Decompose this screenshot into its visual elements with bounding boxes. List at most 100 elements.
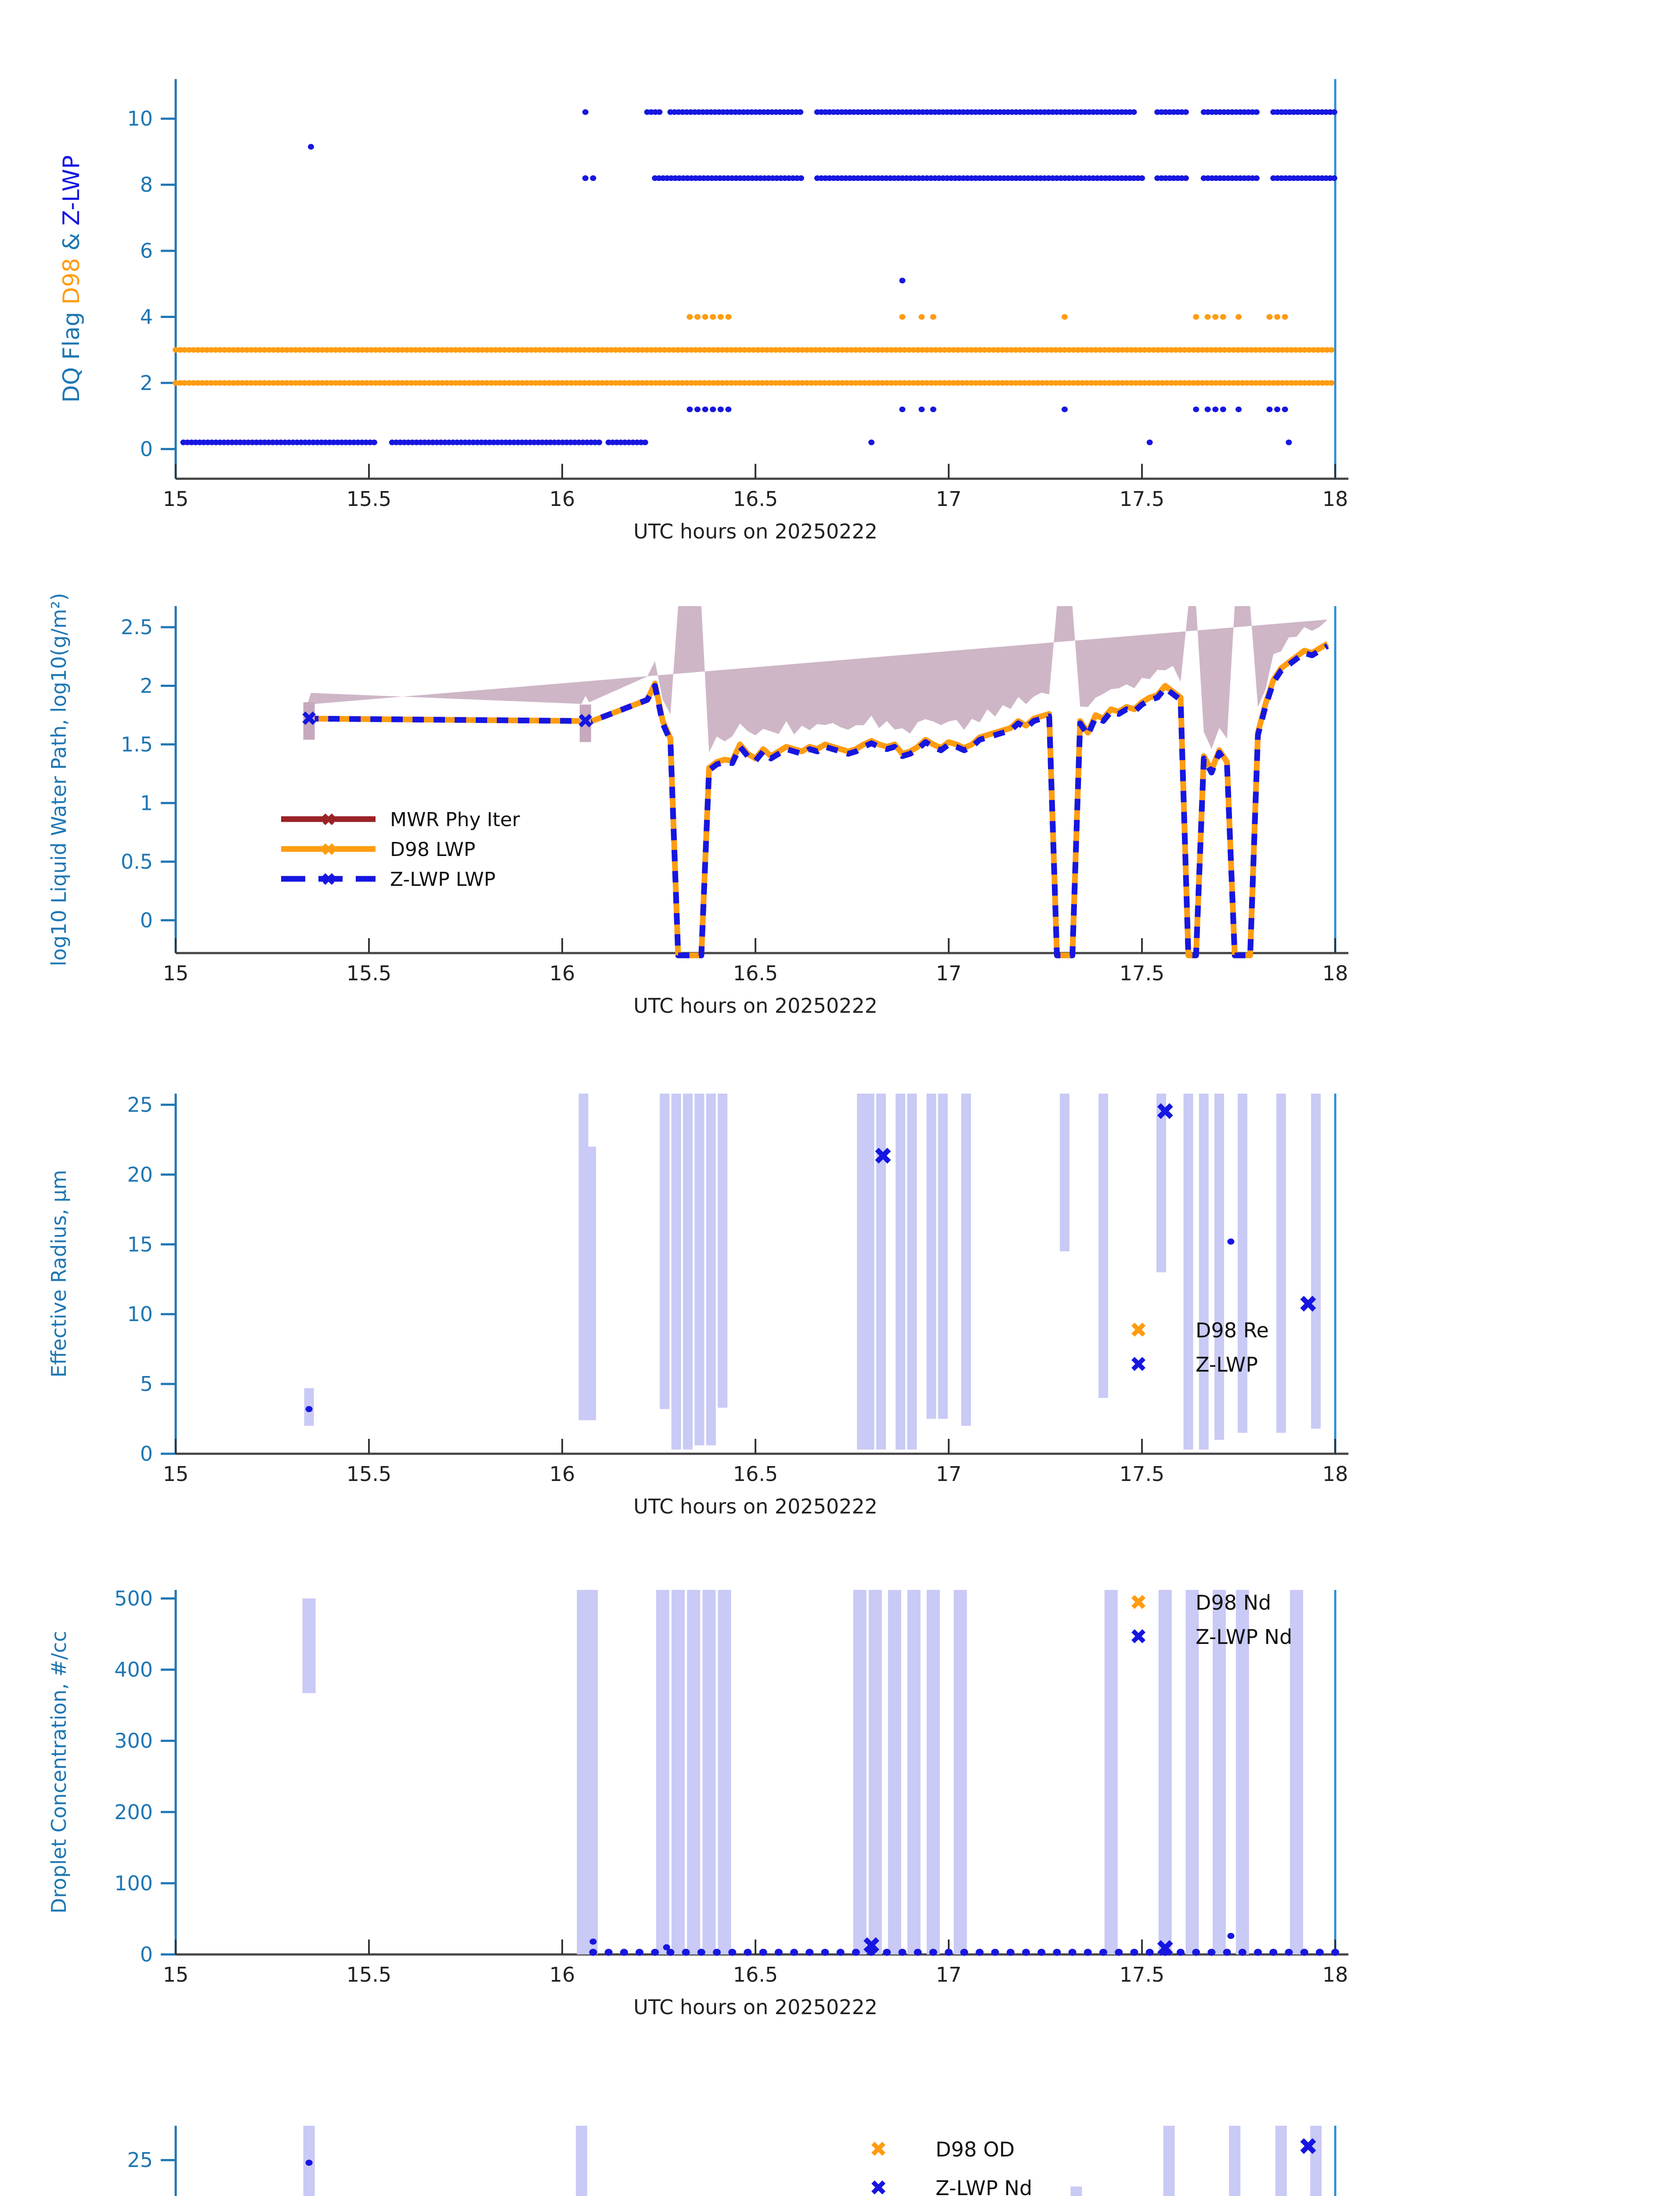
x-tick-label: 17.5 [1120, 961, 1164, 985]
y-tick-label: 2.5 [121, 615, 153, 639]
data-point [1084, 1949, 1092, 1956]
flag-marker [1150, 347, 1157, 353]
flag-marker [763, 347, 770, 353]
data-marker [589, 1938, 597, 1945]
flag-marker [686, 314, 693, 320]
flag-marker [479, 347, 486, 353]
uncertainty-band [1214, 1094, 1224, 1440]
flag-marker [844, 347, 850, 353]
flag-marker [630, 347, 637, 353]
uncertainty-band [683, 1094, 693, 1450]
flag-marker [1066, 380, 1073, 386]
flag-marker [354, 380, 361, 386]
flag-marker [906, 380, 912, 386]
flag-marker [1306, 347, 1312, 353]
flag-marker [728, 347, 734, 353]
data-point [1115, 1949, 1123, 1956]
flag-marker [870, 347, 877, 353]
flag-marker [1261, 347, 1268, 353]
data-point [682, 1949, 690, 1956]
flag-marker [866, 380, 872, 386]
flag-marker [901, 347, 908, 353]
flag-marker [1319, 380, 1326, 386]
flag-marker [630, 380, 637, 386]
flag-marker [804, 347, 810, 353]
flag-marker [652, 347, 659, 353]
flag-marker [1039, 380, 1046, 386]
flag-marker [1181, 380, 1188, 386]
flag-marker [830, 347, 837, 353]
x-tick-label: 16.5 [733, 487, 778, 511]
flag-marker [452, 347, 459, 353]
flag-marker [897, 380, 903, 386]
uncertainty-band [868, 1590, 882, 1954]
flag-marker [319, 380, 325, 386]
uncertainty-band [656, 1590, 669, 1954]
flag-marker [679, 347, 686, 353]
flag-marker [919, 380, 926, 386]
flag-marker [270, 380, 277, 386]
x-tick-label: 17.5 [1120, 1462, 1164, 1486]
flag-marker [1282, 314, 1288, 320]
flag-marker [1070, 380, 1077, 386]
flag-marker [412, 347, 419, 353]
uncertainty-band [586, 1146, 596, 1420]
uncertainty-band [687, 1590, 701, 1954]
flag-marker [181, 380, 188, 386]
flag-marker [990, 347, 997, 353]
flag-marker [725, 406, 732, 412]
flag-marker [586, 347, 593, 353]
flag-marker [266, 347, 272, 353]
flag-marker [1092, 347, 1099, 353]
flag-marker [195, 380, 201, 386]
flag-marker [717, 314, 724, 320]
flag-marker [559, 380, 566, 386]
flag-marker [324, 380, 330, 386]
uncertainty-band [1275, 2126, 1287, 2196]
flag-marker [986, 347, 992, 353]
flag-marker [986, 380, 992, 386]
uncertainty-bar [579, 704, 591, 742]
flag-marker [657, 380, 664, 386]
flag-marker [301, 347, 308, 353]
uncertainty-band [853, 1590, 867, 1954]
flag-marker [173, 380, 179, 386]
uncertainty-band [896, 1094, 905, 1450]
flag-marker [253, 347, 259, 353]
flag-marker [763, 380, 770, 386]
x-tick-label: 16 [549, 1963, 575, 1987]
flag-marker [284, 380, 290, 386]
flag-marker [892, 347, 899, 353]
y-axis-label: log10 Liquid Water Path, log10(g/m²) [47, 593, 71, 966]
flag-marker [341, 347, 348, 353]
flag-marker [1124, 347, 1130, 353]
flag-marker [1030, 347, 1037, 353]
flag-marker [683, 347, 690, 353]
flag-marker [959, 380, 966, 386]
flag-marker [977, 380, 983, 386]
flag-marker [826, 347, 832, 353]
flag-marker [746, 347, 752, 353]
data-point [1145, 1949, 1154, 1956]
flag-marker [590, 347, 597, 353]
flag-marker [679, 380, 686, 386]
x-tick-label: 15 [163, 1462, 189, 1486]
flag-marker [1190, 347, 1197, 353]
flag-marker [1163, 347, 1170, 353]
flag-marker [555, 347, 561, 353]
flag-marker [1146, 439, 1153, 445]
flag-marker [635, 380, 641, 386]
flag-marker [541, 347, 548, 353]
x-tick-label: 17 [936, 487, 962, 511]
flag-marker [608, 347, 614, 353]
x-tick-label: 18 [1322, 961, 1348, 985]
flag-marker [306, 347, 312, 353]
flag-marker [439, 347, 446, 353]
flag-marker [461, 347, 468, 353]
y-tick-label: 0 [140, 437, 153, 461]
flag-marker [230, 380, 237, 386]
flag-marker [328, 347, 335, 353]
flag-marker [1288, 380, 1295, 386]
flag-marker [501, 347, 508, 353]
flag-marker [337, 380, 343, 386]
